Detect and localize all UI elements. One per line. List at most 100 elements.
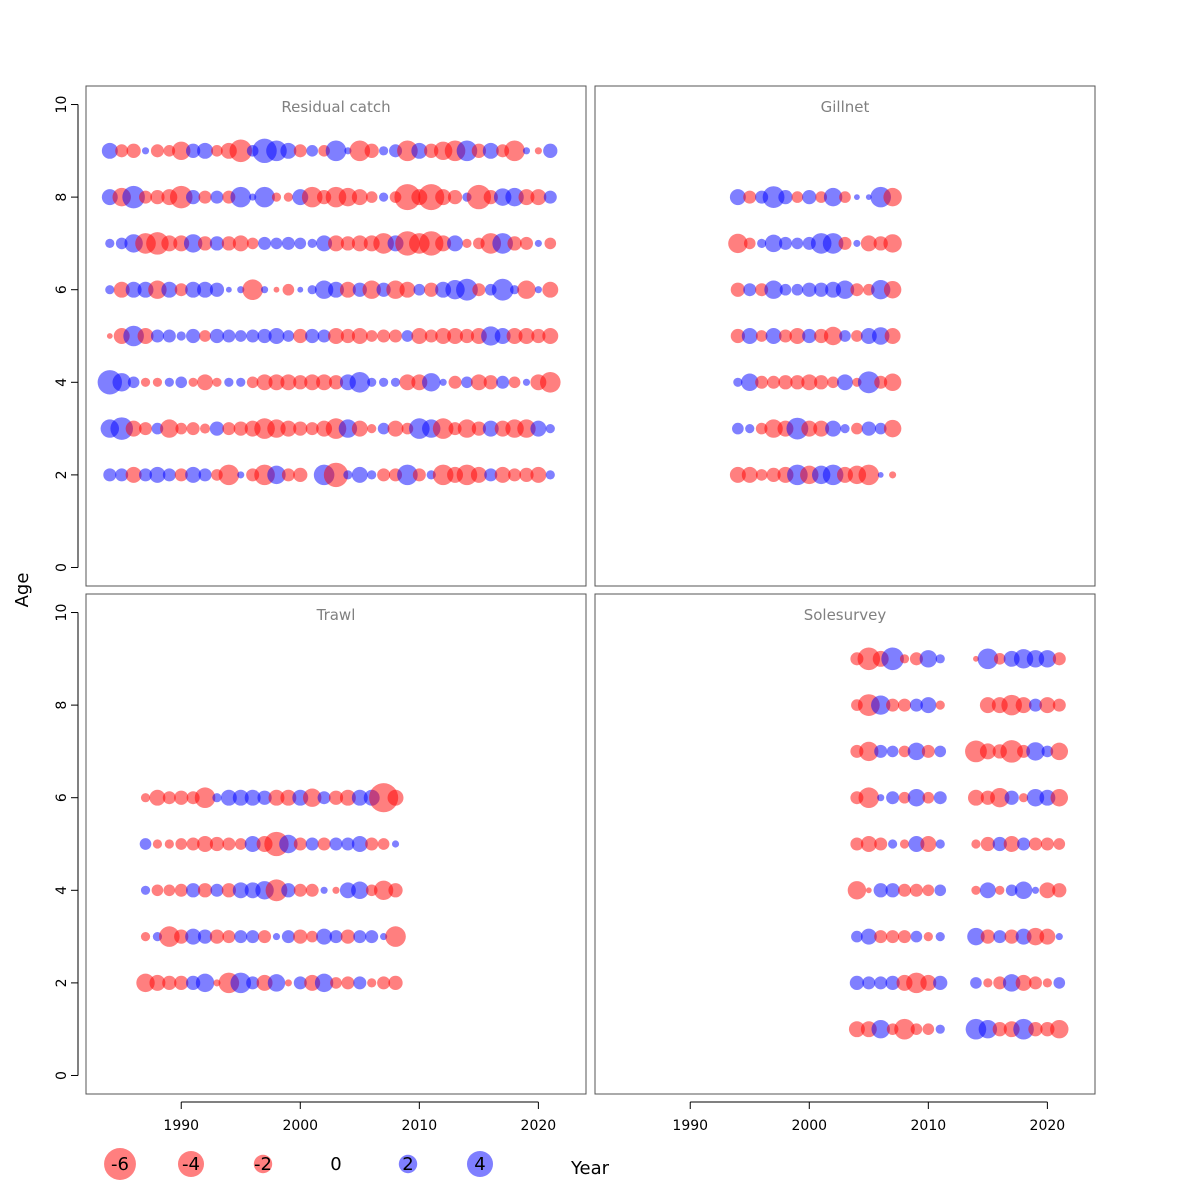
bubble-point [367,377,377,387]
bubble-point [898,791,911,804]
bubble-point [921,744,935,758]
bubble-point [172,141,191,161]
bubble-point [367,978,377,988]
bubble-point [801,374,818,391]
bubble-point [801,420,818,437]
bubble-point [377,422,390,435]
bubble-point [185,466,202,483]
bubble-point [851,330,863,342]
x-tick-label: 2020 [521,1118,557,1134]
bubble-point [197,281,214,298]
bubble-point [126,143,141,158]
bubble-point [448,375,462,389]
x-tick-label: 1990 [672,1118,708,1134]
bubble-point [164,839,174,849]
bubble-point [280,374,297,391]
bubble-point [886,791,900,805]
bubble-point [1015,928,1032,945]
bubble-point [848,1021,865,1038]
bubble-point [284,979,292,987]
bubble-point [802,282,817,297]
bubble-point [211,144,223,157]
bubble-point [509,285,520,295]
bubble-point [101,142,118,159]
bubble-point [530,466,547,483]
bubble-point [261,286,269,294]
bubble-point [1015,697,1032,714]
bubble-point [743,237,756,250]
legend-bubble [398,1154,418,1174]
bubble-point [482,142,499,159]
bubble-point [1018,793,1029,803]
bubble-point [874,375,888,389]
bubble-point [328,328,344,344]
bubble-point [1014,881,1033,900]
bubble-point [244,836,261,852]
bubble-point [280,789,297,806]
bubble-point [886,930,900,944]
bubble-point [531,328,546,344]
bubble-point [258,236,272,250]
bubble-point [898,930,912,944]
bubble-point [267,419,286,438]
bubble-point [729,466,746,483]
bubble-point [424,329,438,343]
bubble-point [965,740,987,763]
bubble-point [279,834,298,854]
bubble-point [149,466,166,483]
bubble-point [411,328,428,344]
bubble-point [1039,928,1056,945]
y-tick-label: 4 [54,886,70,895]
bubble-point [853,194,860,201]
bubble-point [105,285,115,295]
bubble-point [778,375,793,390]
legend-label: -4 [182,1154,200,1175]
bubble-point [472,283,486,297]
bubble-point [293,375,308,390]
bubble-point [898,698,912,712]
bubble-point [209,836,225,852]
bubble-point [110,417,133,440]
bubble-point [302,788,322,807]
bubble-point [197,374,214,391]
bubble-point [920,974,937,991]
bubble-point [281,468,295,482]
bubble-point [993,976,1007,990]
bubble-point [282,330,295,342]
bubble-point [862,976,876,990]
bubble-point [365,837,379,851]
x-tick-label: 2010 [911,1118,947,1134]
bubble-point [470,374,487,391]
bubble-point [507,236,522,251]
bubble-point [908,836,925,852]
bubble-point [221,883,236,898]
bubble-point [343,470,353,480]
bubble-point [858,464,880,486]
bubble-point [814,375,829,390]
bubble-point [339,281,356,298]
bubble-point [881,647,904,671]
bubble-point [160,419,179,438]
bubble-point [435,235,452,252]
legend-label: 4 [474,1154,485,1175]
bubble-point [802,189,817,205]
bubble-point [835,280,855,299]
bubble-point [257,790,272,805]
bubble-point [186,837,200,851]
bubble-point [1038,650,1057,668]
bubble-point [765,328,782,344]
bubble-point [967,927,985,946]
bubble-point [980,929,995,944]
bubble-point [328,790,344,805]
bubble-point [304,374,321,391]
bubble-point [790,375,805,390]
bubble-point [149,789,166,806]
bubble-point [234,330,247,342]
bubble-point [234,838,247,850]
bubble-point [491,278,514,301]
panel-title: Residual catch [281,98,390,116]
bubble-point [851,422,863,435]
y-tick-label: 0 [54,1071,70,1080]
bubble-point [149,974,166,991]
bubble-point [307,285,317,295]
